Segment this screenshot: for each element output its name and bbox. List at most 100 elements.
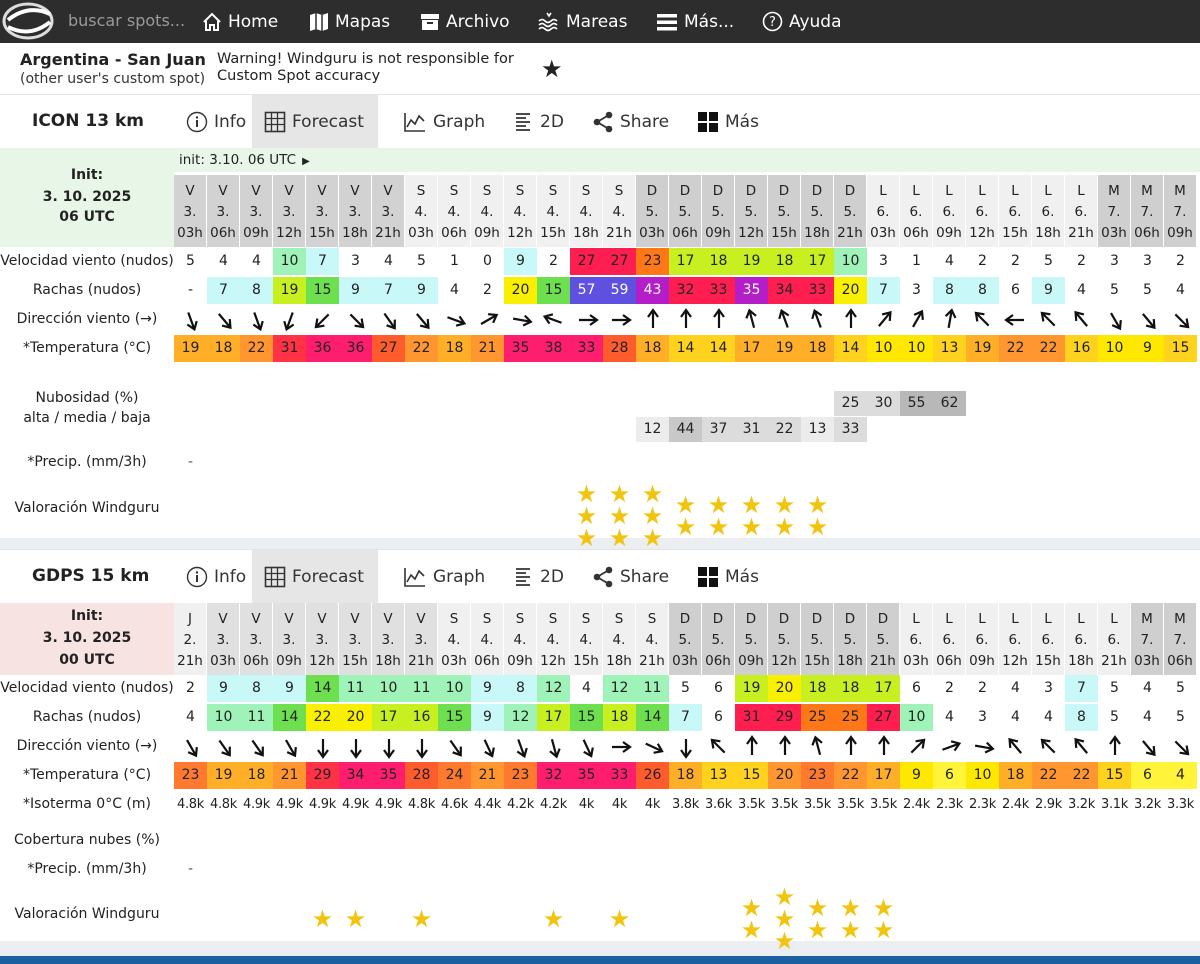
wind-direction-arrow-icon xyxy=(933,733,966,760)
nav-more[interactable]: Más... xyxy=(656,0,734,43)
wind-direction-arrow-icon xyxy=(768,306,801,333)
wind-speed-cell: 2 xyxy=(966,248,999,275)
gust-cell: 20 xyxy=(834,277,867,304)
nav-tides[interactable]: Mareas xyxy=(538,0,627,43)
date-header: L 6. 09h xyxy=(966,603,999,675)
weekday-label: L xyxy=(879,183,887,199)
tab-2d[interactable]: 2D xyxy=(514,550,564,604)
gust-cell: 35 xyxy=(735,277,768,304)
tab-graph[interactable]: Graph xyxy=(403,550,485,604)
isotherm-cell: 4.2k xyxy=(506,797,534,812)
temperature-cell: 22 xyxy=(1032,762,1065,789)
temperature-cell: 19 xyxy=(768,335,801,362)
temperature-cell: 10 xyxy=(900,335,933,362)
tab-2d[interactable]: 2D xyxy=(514,95,564,149)
hour-label: 06h xyxy=(1167,653,1193,669)
temperature-cell: 19 xyxy=(174,335,207,362)
temperature-cell: 13 xyxy=(933,335,966,362)
wind-speed-cell: 3 xyxy=(1098,248,1131,275)
init-line[interactable]: init: 3.10. 06 UTC ▶ xyxy=(174,148,1200,172)
gust-cell: 33 xyxy=(702,277,735,304)
wind-speed-cell: 5 xyxy=(174,248,207,275)
date-label: 6. xyxy=(1041,632,1055,648)
date-header: L 6. 03h xyxy=(900,603,933,675)
wind-speed-cell: 19 xyxy=(735,675,768,702)
isotherm-cell: 2.3k xyxy=(935,797,963,812)
weekday-label: V xyxy=(218,183,228,199)
gust-cell: 17 xyxy=(537,704,570,731)
hour-label: 09h xyxy=(1167,225,1193,241)
wind-speed-cell: 27 xyxy=(603,248,636,275)
gust-cell: 7 xyxy=(207,277,240,304)
hour-label: 03h xyxy=(1101,225,1127,241)
gust-cell: 25 xyxy=(801,704,834,731)
nav-maps[interactable]: Mapas xyxy=(309,0,390,43)
wind-direction-arrow-icon xyxy=(207,733,240,760)
nav-home[interactable]: Home xyxy=(202,0,278,43)
hour-label: 15h xyxy=(573,653,599,669)
hour-label: 18h xyxy=(1068,653,1094,669)
temperature-cell: 22 xyxy=(240,335,273,362)
tab-info[interactable]: Info xyxy=(186,95,246,149)
grid-icon xyxy=(697,566,719,588)
wind-direction-arrow-icon xyxy=(174,733,207,760)
nav-archive[interactable]: Archivo xyxy=(420,0,510,43)
row-label-rating: Valoración Windguru xyxy=(14,500,160,516)
wind-direction-arrow-icon xyxy=(306,733,339,760)
tab-forecast[interactable]: Forecast xyxy=(252,95,378,149)
windguru-logo-icon[interactable] xyxy=(0,0,58,43)
gust-cell: 4 xyxy=(1131,704,1164,731)
wind-speed-cell: 2 xyxy=(1164,248,1197,275)
hour-label: 15h xyxy=(540,225,566,241)
gust-cell: 31 xyxy=(735,704,768,731)
date-header: D 5. 06h xyxy=(669,175,702,247)
nav-tides-label: Mareas xyxy=(566,11,628,32)
wind-direction-arrow-icon xyxy=(1131,733,1164,760)
date-header: V 3. 03h xyxy=(207,603,240,675)
temperature-cell: 17 xyxy=(735,335,768,362)
wind-speed-cell: 2 xyxy=(174,675,207,702)
weekday-label: S xyxy=(548,183,558,199)
wind-direction-arrow-icon xyxy=(1032,306,1065,333)
wind-speed-cell: 4 xyxy=(570,675,603,702)
wind-speed-cell: 5 xyxy=(1098,675,1131,702)
init-line-text: init: 3.10. 06 UTC xyxy=(179,152,297,168)
search-input[interactable]: buscar spots... xyxy=(68,11,186,30)
hour-label: 06h xyxy=(936,653,962,669)
tab-ms[interactable]: Más xyxy=(697,550,759,604)
date-label: 3. xyxy=(381,632,395,648)
weekday-label: S xyxy=(482,611,492,627)
tab-info[interactable]: Info xyxy=(186,550,246,604)
weekday-label: L xyxy=(945,611,953,627)
wind-direction-arrow-icon xyxy=(636,733,669,760)
tab-forecast[interactable]: Forecast xyxy=(252,550,378,604)
favorite-star-icon[interactable]: ★ xyxy=(541,55,563,83)
weekday-label: D xyxy=(844,183,856,199)
gust-cell: 10 xyxy=(900,704,933,731)
tab-share[interactable]: Share xyxy=(592,95,669,149)
gust-cell: 5 xyxy=(1098,277,1131,304)
wind-speed-cell: 5 xyxy=(1032,248,1065,275)
rating-stars-icon: ★ xyxy=(608,905,631,933)
wind-direction-arrow-icon xyxy=(537,306,570,333)
temperature-cell: 22 xyxy=(999,335,1032,362)
date-header: D 5. 15h xyxy=(801,603,834,675)
nav-help[interactable]: ? Ayuda xyxy=(762,0,842,43)
tab-label: Info xyxy=(214,112,247,132)
row-label-dir: Dirección viento (→) xyxy=(16,311,158,327)
weekday-label: D xyxy=(811,611,823,627)
label-column xyxy=(0,247,174,538)
gust-cell: 15 xyxy=(570,704,603,731)
tab-share[interactable]: Share xyxy=(592,550,669,604)
caret-right-icon: ▶ xyxy=(302,156,310,167)
spot-warning: Warning! Windguru is not responsible for… xyxy=(217,51,514,84)
date-label: 6. xyxy=(876,204,890,220)
date-header: M 7. 09h xyxy=(1164,175,1197,247)
hour-label: 15h xyxy=(309,225,335,241)
hour-label: 18h xyxy=(342,225,368,241)
tab-ms[interactable]: Más xyxy=(697,95,759,149)
weekday-label: S xyxy=(647,611,657,627)
wind-speed-cell: 2 xyxy=(966,675,999,702)
tab-graph[interactable]: Graph xyxy=(403,95,485,149)
wind-speed-cell: 17 xyxy=(867,675,900,702)
